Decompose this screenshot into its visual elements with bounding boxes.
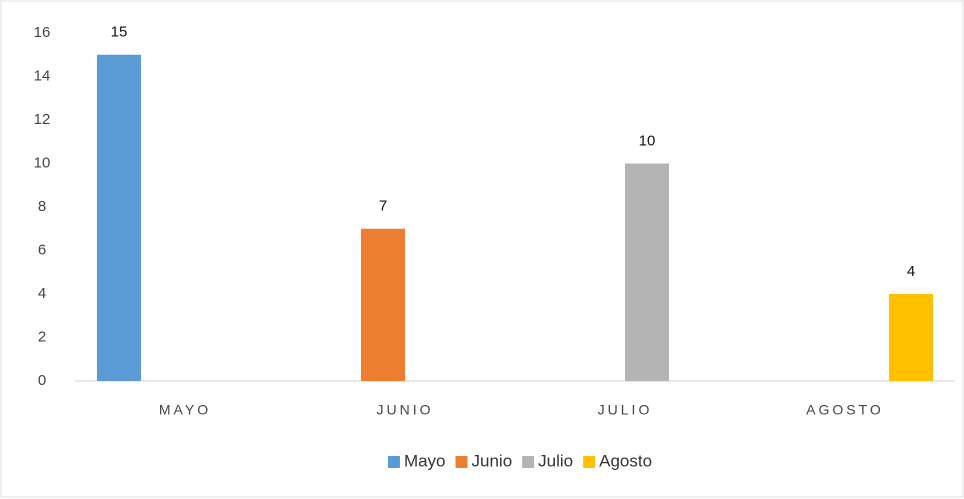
x-tick-label: JUNIO (377, 402, 434, 418)
data-label: 15 (111, 24, 128, 41)
y-tick-label: 10 (34, 154, 51, 171)
y-tick-label: 4 (38, 285, 46, 302)
y-tick-label: 0 (38, 372, 46, 389)
x-tick-label: AGOSTO (806, 402, 884, 418)
bar (361, 228, 405, 381)
y-tick-label: 8 (38, 198, 46, 215)
legend-label: Agosto (599, 451, 652, 470)
legend-swatch (387, 456, 400, 468)
y-tick-label: 14 (34, 67, 51, 84)
x-tick-label: JULIO (598, 402, 653, 418)
y-tick-label: 2 (38, 328, 46, 345)
data-label: 4 (907, 263, 915, 280)
legend-swatch (583, 456, 596, 468)
y-tick-label: 6 (38, 241, 46, 258)
bar (889, 294, 933, 381)
y-tick-label: 12 (34, 111, 51, 128)
y-tick-label: 16 (34, 24, 51, 41)
legend-label: Junio (472, 451, 513, 470)
x-tick-label: MAYO (159, 402, 211, 418)
data-label: 7 (379, 198, 387, 215)
legend-swatch (455, 456, 468, 468)
bar (625, 163, 669, 381)
legend-label: Julio (538, 451, 573, 470)
bar (97, 54, 141, 381)
legend-label: Mayo (404, 451, 446, 470)
legend-swatch (522, 456, 535, 468)
data-label: 10 (639, 132, 656, 149)
